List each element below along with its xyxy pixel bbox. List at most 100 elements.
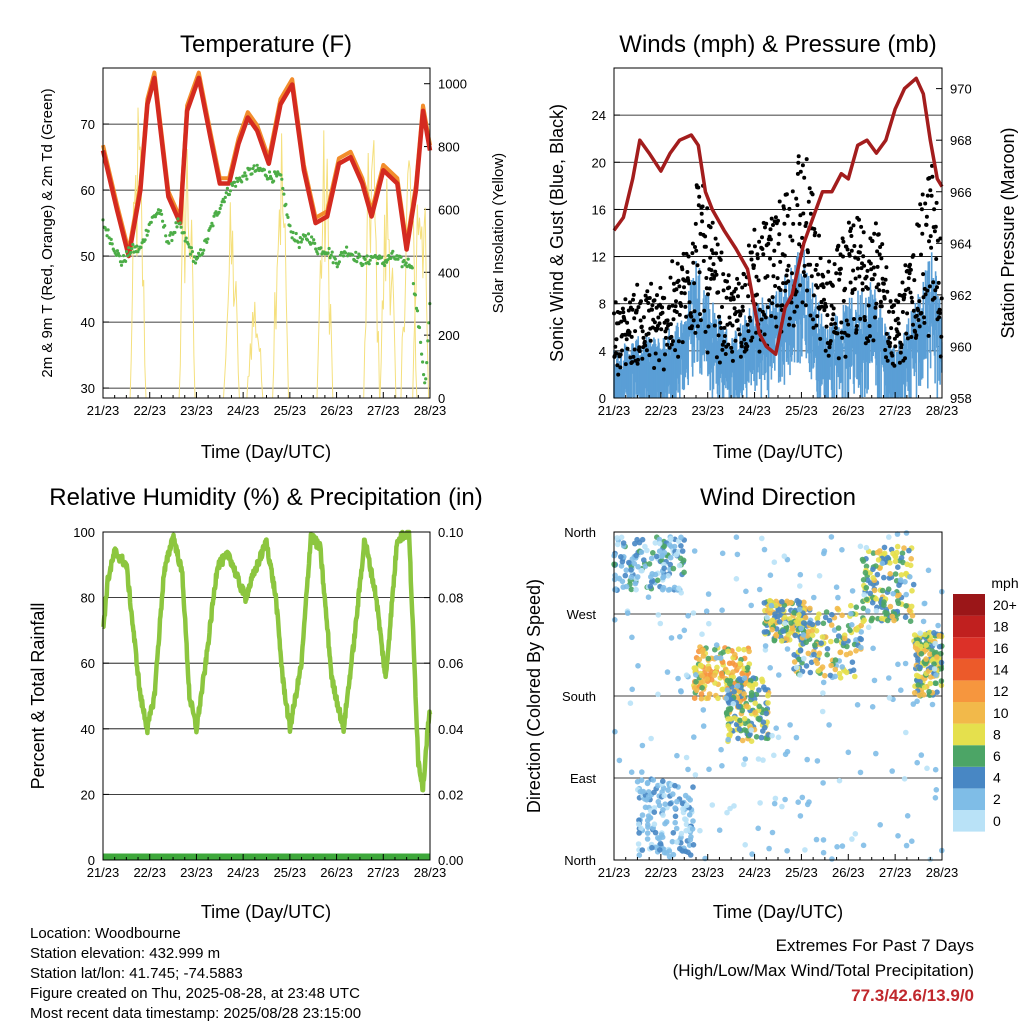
gust-point — [756, 278, 761, 283]
gust-point — [875, 249, 880, 254]
gust-point — [845, 247, 850, 252]
direction-point — [797, 583, 803, 589]
direction-point — [642, 804, 649, 811]
figure-created: Figure created on Thu, 2025-08-28, at 23… — [30, 985, 360, 1002]
legend-label: 14 — [993, 662, 1009, 678]
direction-point — [914, 647, 921, 653]
direction-point — [612, 728, 618, 735]
gust-point — [841, 299, 846, 303]
dewpoint-point — [136, 250, 140, 254]
direction-point — [651, 809, 658, 815]
gust-point — [919, 207, 924, 212]
direction-point — [889, 768, 895, 774]
direction-point — [725, 716, 731, 722]
gust-point — [665, 318, 670, 323]
gust-point — [831, 312, 836, 317]
gust-point — [789, 300, 794, 305]
direction-point — [849, 622, 855, 628]
gust-point — [857, 274, 862, 279]
direction-point — [849, 836, 855, 842]
gust-point — [919, 252, 923, 257]
gust-point — [727, 285, 732, 290]
gust-point — [846, 322, 851, 327]
gust-point — [703, 329, 708, 334]
direction-point — [895, 661, 901, 668]
gust-point — [656, 315, 661, 320]
direction-point — [820, 837, 827, 843]
direction-point — [892, 558, 899, 565]
gust-point — [798, 213, 803, 218]
direction-point — [890, 590, 896, 597]
direction-point — [705, 591, 712, 597]
gust-point — [695, 263, 700, 268]
gust-point — [690, 241, 695, 246]
gust-point — [855, 266, 860, 271]
gust-point — [712, 323, 717, 328]
gust-point — [768, 227, 773, 232]
wind-xtick-label: 26/23 — [832, 403, 865, 418]
dewpoint-point — [269, 177, 274, 181]
direction-point — [631, 560, 638, 567]
direction-point — [712, 646, 718, 653]
gust-point — [714, 272, 719, 277]
direction-point — [718, 746, 724, 753]
temperature-xlabel: Time (Day/UTC) — [201, 442, 331, 462]
direction-point — [725, 648, 731, 655]
humidity-xlabel: Time (Day/UTC) — [201, 902, 331, 922]
gust-point — [840, 236, 845, 241]
direction-point — [666, 853, 673, 860]
gust-point — [730, 358, 735, 363]
humidity-ytick-label: 60 — [81, 656, 95, 671]
gust-point — [713, 269, 718, 274]
gust-point — [679, 290, 684, 295]
direction-point — [819, 634, 826, 640]
direction-point — [655, 835, 661, 841]
direction-point — [903, 842, 910, 849]
gust-point — [873, 315, 877, 320]
direction-point — [639, 536, 646, 543]
gust-point — [717, 314, 721, 319]
gust-point — [936, 280, 941, 285]
direction-point — [801, 655, 807, 662]
dewpoint-point — [193, 261, 198, 265]
gust-point — [795, 304, 799, 309]
direction-point — [735, 735, 741, 742]
dewpoint-point — [119, 263, 124, 267]
gust-point — [685, 270, 690, 274]
gust-point — [736, 327, 741, 332]
gust-point — [819, 304, 824, 309]
temperature-ytick-label: 60 — [81, 183, 95, 198]
gust-point — [811, 317, 815, 322]
direction-point — [713, 655, 720, 661]
gust-point — [876, 282, 881, 287]
direction-point — [674, 752, 680, 759]
dewpoint-point — [176, 217, 180, 221]
direction-point — [704, 666, 711, 672]
gust-point — [933, 224, 938, 229]
dewpoint-point — [125, 250, 129, 254]
direction-point — [867, 590, 873, 597]
gust-point — [704, 286, 709, 291]
direction-point — [672, 813, 679, 820]
direction-point — [779, 598, 785, 605]
direction-point — [783, 624, 790, 631]
gust-point — [871, 265, 876, 270]
direction-point — [638, 777, 645, 783]
direction-point — [819, 664, 826, 670]
gust-point — [775, 303, 780, 308]
dewpoint-point — [328, 256, 332, 260]
gust-point — [738, 354, 743, 359]
gust-point — [646, 301, 651, 305]
gust-point — [687, 281, 692, 286]
winds-title: Winds (mph) & Pressure (mb) — [619, 31, 936, 58]
direction-point — [839, 664, 845, 670]
gust-point — [715, 242, 720, 247]
gust-point — [790, 189, 795, 194]
dewpoint-point — [110, 242, 114, 246]
direction-point — [720, 649, 727, 655]
gust-point — [910, 299, 915, 304]
direction-point — [616, 757, 623, 764]
gust-point — [669, 342, 674, 347]
gust-point — [761, 252, 766, 257]
